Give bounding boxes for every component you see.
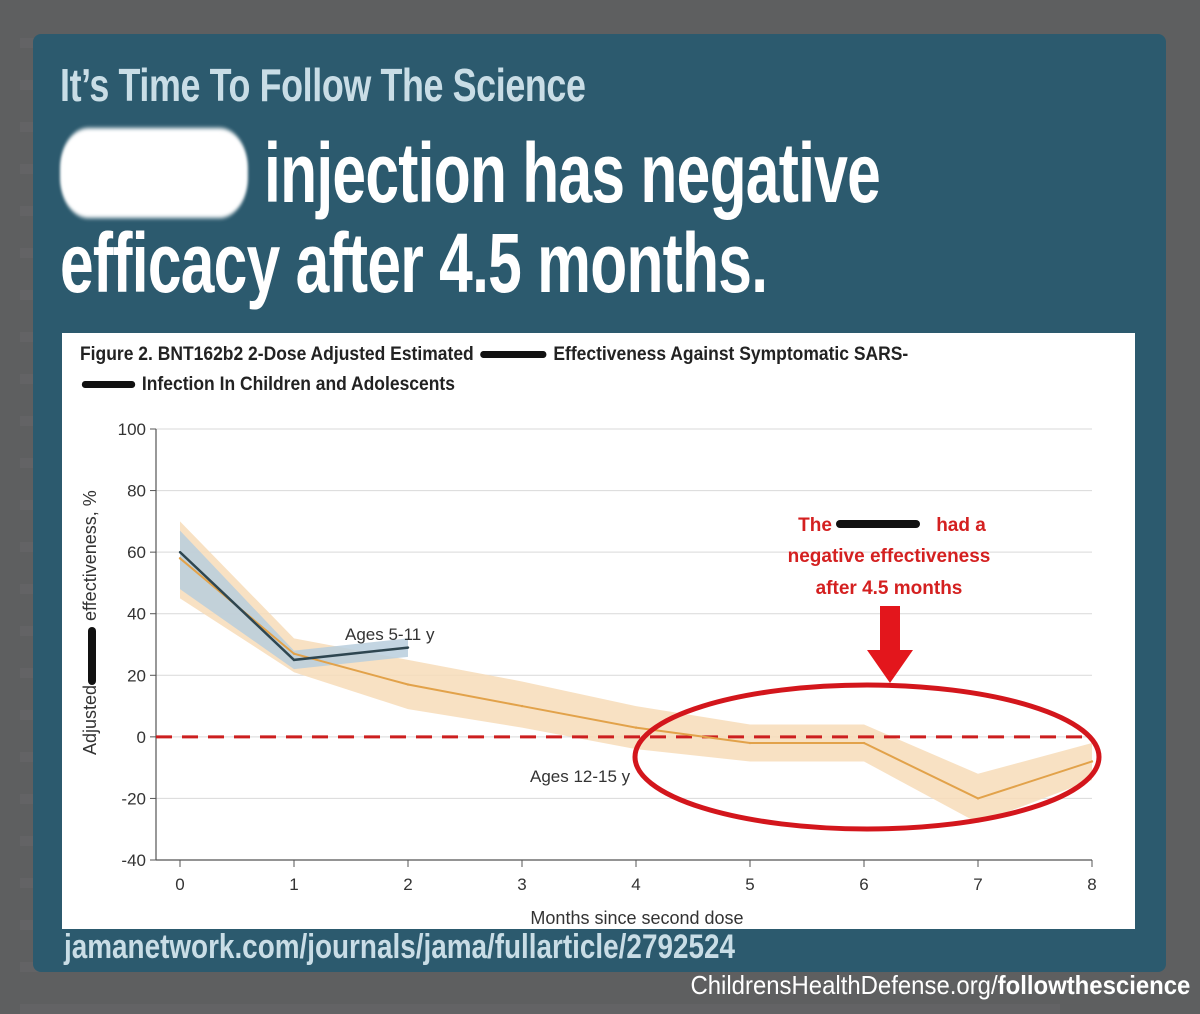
source-url: jamanetwork.com/journals/jama/fullarticl… — [64, 928, 735, 966]
y-tick-label: 0 — [137, 728, 146, 747]
highlight-ellipse — [632, 682, 1102, 832]
figure-title-line1: Figure 2. BNT162b2 2-Dose Adjusted Estim… — [80, 344, 908, 366]
annotation-line1b: had a — [936, 515, 986, 536]
y-axis-redaction — [88, 627, 96, 685]
x-tick-label: 6 — [859, 875, 868, 894]
figure-title-part2: Effectiveness Against Symptomatic SARS- — [553, 344, 909, 365]
x-tick-label: 8 — [1087, 875, 1096, 894]
annotation-line3: after 4.5 months — [816, 578, 963, 599]
x-axis-label: Months since second dose — [530, 908, 743, 928]
confidence-band — [180, 530, 408, 670]
credit-path: followthescience — [997, 970, 1190, 1000]
redaction-bar — [81, 381, 136, 389]
data-point — [178, 550, 182, 554]
annotation-line1a: The — [798, 515, 832, 536]
y-tick-label: 100 — [118, 420, 146, 439]
headline-line1: injection has negative — [264, 126, 881, 220]
x-tick-label: 3 — [517, 875, 526, 894]
y-tick-label: -20 — [121, 789, 146, 808]
credit-domain: ChildrensHealthDefense.org/ — [690, 970, 998, 1000]
data-point — [406, 646, 410, 649]
y-axis-label-group: Adjusted effectiveness, % — [80, 490, 100, 755]
data-point — [862, 741, 866, 745]
data-point — [292, 658, 296, 662]
data-point — [976, 797, 980, 800]
data-point — [292, 652, 296, 655]
annotation-redaction — [836, 520, 920, 528]
y-tick-label: 40 — [127, 605, 146, 624]
data-point — [406, 683, 410, 686]
series-label-12-15: Ages 12-15 y — [530, 767, 631, 786]
redacted-word: COVID — [60, 126, 249, 220]
axes: 100 80 60 40 20 0 -20 -40 0 1 2 3 4 5 6 7 8 — [118, 420, 1097, 894]
figure-title-part1: Figure 2. BNT162b2 2-Dose Adjusted Estim… — [80, 344, 474, 365]
y-axis-label-pre: Adjusted — [80, 685, 100, 755]
x-tick-label: 4 — [631, 875, 640, 894]
x-tick-label: 2 — [403, 875, 412, 894]
data-point — [1090, 760, 1094, 763]
figure-title-line2: Infection In Children and Adolescents — [80, 374, 455, 396]
annotation-line2: negative effectiveness — [788, 546, 991, 567]
kicker-headline: It’s Time To Follow The Science — [60, 59, 586, 111]
figure-title-part3: Infection In Children and Adolescents — [141, 374, 455, 395]
x-tick-label: 1 — [289, 875, 298, 894]
series-lines — [156, 550, 1094, 800]
data-point — [748, 741, 752, 745]
data-point — [520, 704, 524, 708]
y-tick-label: 80 — [127, 482, 146, 501]
confidence-band — [180, 521, 1092, 824]
data-point — [178, 557, 182, 560]
down-arrow-icon — [867, 606, 913, 683]
y-tick-label: 60 — [127, 543, 146, 562]
annotation: The had a negative effectiveness after 4… — [632, 515, 1102, 832]
data-point — [634, 726, 638, 729]
main-headline: COVID injection has negative efficacy af… — [60, 126, 881, 310]
redaction-bar — [480, 351, 547, 359]
y-tick-label: 20 — [127, 666, 146, 685]
y-tick-label: -40 — [121, 851, 146, 870]
headline-line2: efficacy after 4.5 months. — [60, 216, 768, 310]
confidence-bands — [180, 521, 1092, 824]
x-tick-label: 7 — [973, 875, 982, 894]
x-tick-label: 5 — [745, 875, 754, 894]
credit-line: ChildrensHealthDefense.org/followthescie… — [690, 970, 1190, 1001]
series-label-5-11: Ages 5-11 y — [345, 625, 435, 644]
x-tick-label: 0 — [175, 875, 184, 894]
y-axis-label-post: effectiveness, % — [80, 490, 100, 621]
